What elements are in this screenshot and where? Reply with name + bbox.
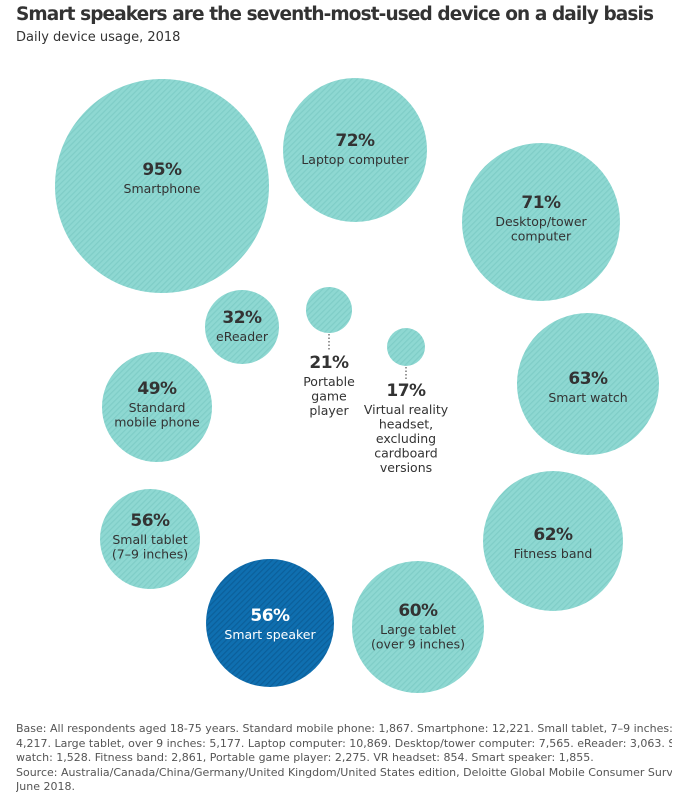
bubble-category-label: game: [311, 389, 347, 404]
bubble-category-label: Fitness band: [514, 546, 593, 561]
bubble-circle: [55, 79, 269, 293]
bubble-value-label: 56%: [250, 606, 290, 626]
bubble-category-label: Smartphone: [124, 181, 201, 196]
bubble-large-tablet-over-9-inches: 60%Large tablet(over 9 inches): [352, 561, 484, 693]
source-line: 4,217. Large tablet, over 9 inches: 5,17…: [16, 736, 672, 750]
chart-title: Smart speakers are the seventh-most-used…: [16, 4, 654, 25]
bubble-ereader: 32%eReader: [205, 290, 279, 364]
bubble-value-label: 60%: [398, 601, 438, 621]
source-note: Base: All respondents aged 18-75 years. …: [16, 722, 672, 795]
bubble-category-label: player: [309, 403, 349, 418]
bubble-circle: [352, 561, 484, 693]
bubble-smart-watch: 63%Smart watch: [517, 313, 659, 455]
chart-subtitle: Daily device usage, 2018: [16, 30, 181, 45]
bubble-circle: [205, 290, 279, 364]
bubble-category-label: (over 9 inches): [371, 637, 465, 652]
bubble-circle: [517, 313, 659, 455]
bubble-category-label: mobile phone: [114, 415, 200, 430]
bubble-smart-speaker: 56%Smart speaker: [206, 559, 334, 687]
bubble-value-label: 32%: [222, 308, 262, 328]
source-line: watch: 1,528. Fitness band: 2,861, Porta…: [16, 751, 594, 765]
bubble-circle: [387, 328, 425, 366]
bubble-circle: [306, 287, 352, 333]
bubble-fitness-band: 62%Fitness band: [483, 471, 623, 611]
bubble-value-label: 71%: [521, 193, 561, 213]
source-line: June 2018.: [16, 780, 75, 794]
bubble-circle: [283, 78, 427, 222]
bubble-category-label: Smart watch: [548, 390, 627, 405]
bubble-circle: [100, 489, 200, 589]
bubble-category-label: headset,: [379, 417, 433, 432]
bubble-category-label: eReader: [216, 329, 269, 344]
bubble-circle: [102, 352, 212, 462]
bubble-value-label: 17%: [386, 381, 426, 401]
bubble-category-label: Desktop/tower: [495, 214, 587, 229]
bubble-category-label: computer: [511, 229, 572, 244]
bubble-value-label: 21%: [309, 353, 349, 373]
bubble-category-label: Standard: [129, 400, 186, 415]
bubble-value-label: 72%: [335, 131, 375, 151]
bubble-category-label: Small tablet: [112, 532, 187, 547]
bubble-value-label: 95%: [142, 160, 182, 180]
bubble-category-label: cardboard: [374, 446, 437, 461]
bubble-laptop-computer: 72%Laptop computer: [283, 78, 427, 222]
bubble-value-label: 63%: [568, 369, 608, 389]
source-line: Base: All respondents aged 18-75 years. …: [16, 722, 672, 735]
bubble-value-label: 56%: [130, 511, 170, 531]
source-line: Source: Australia/Canada/China/Germany/U…: [16, 765, 672, 779]
bubble-circle: [206, 559, 334, 687]
bubble-category-label: Smart speaker: [224, 627, 316, 642]
bubble-category-label: Portable: [303, 374, 355, 389]
bubble-virtual-reality-headset-excluding-cardboard-versions: 17%Virtual realityheadset,excludingcardb…: [364, 328, 449, 475]
bubble-category-label: excluding: [376, 431, 436, 446]
bubble-circle: [462, 143, 620, 301]
bubble-small-tablet-7-9-inches: 56%Small tablet(7–9 inches): [100, 489, 200, 589]
bubble-smartphone: 95%Smartphone: [55, 79, 269, 293]
bubble-category-label: (7–9 inches): [112, 547, 188, 562]
bubble-category-label: Large tablet: [380, 622, 456, 637]
bubble-value-label: 62%: [533, 525, 573, 545]
bubble-circle: [483, 471, 623, 611]
bubble-category-label: Laptop computer: [301, 152, 409, 167]
bubble-category-label: versions: [380, 460, 432, 475]
bubble-category-label: Virtual reality: [364, 402, 449, 417]
bubble-value-label: 49%: [137, 379, 177, 399]
